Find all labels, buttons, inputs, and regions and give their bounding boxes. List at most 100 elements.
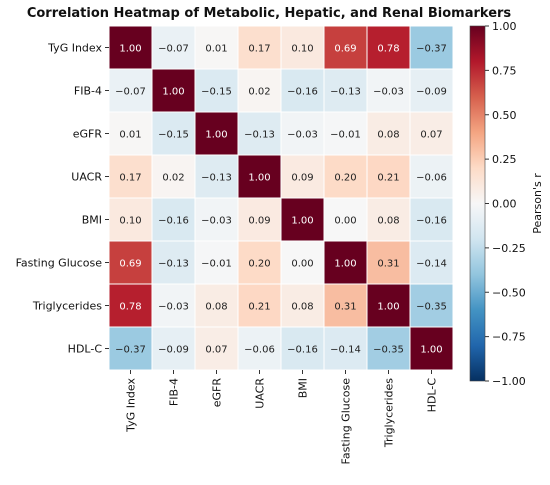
colorbar-tick-label: 0.75 <box>492 64 517 77</box>
y-tick-label: eGFR <box>73 128 103 141</box>
heatmap-cell <box>151 68 196 113</box>
heatmap-cell <box>194 111 239 156</box>
cell-value-label: −0.16 <box>158 216 189 227</box>
colorbar-tick-label: 0.25 <box>492 153 517 166</box>
y-tick-label: BMI <box>82 214 102 227</box>
cell-value-label: −0.13 <box>158 259 189 270</box>
heatmap-cell <box>237 154 282 199</box>
cell-value-label: 1.00 <box>420 345 442 356</box>
heatmap-cell <box>280 283 325 328</box>
heatmap-cell <box>409 68 454 113</box>
heatmap-cell <box>237 68 282 113</box>
cell-value-label: −0.15 <box>158 130 189 141</box>
cell-value-label: −0.16 <box>287 345 318 356</box>
heatmap-cell <box>194 154 239 199</box>
heatmap-cell <box>409 111 454 156</box>
heatmap-cell <box>280 240 325 285</box>
y-tick-label: Triglycerides <box>32 300 102 313</box>
cell-value-label: −0.01 <box>201 259 232 270</box>
cell-value-label: 1.00 <box>248 173 270 184</box>
cell-value-label: 0.69 <box>334 44 356 55</box>
cell-value-label: −0.16 <box>416 216 447 227</box>
cell-value-label: −0.14 <box>416 259 447 270</box>
heatmap-cell <box>151 25 196 70</box>
cell-value-label: 0.21 <box>248 302 270 313</box>
cell-value-label: −0.03 <box>287 130 318 141</box>
heatmap-cell <box>280 197 325 242</box>
colorbar-gradient <box>469 25 486 382</box>
cell-value-label: 0.20 <box>334 173 356 184</box>
cell-value-label: −0.37 <box>416 44 447 55</box>
chart-title: Correlation Heatmap of Metabolic, Hepati… <box>27 6 512 21</box>
heatmap-cell <box>323 283 368 328</box>
heatmap-cell <box>366 197 411 242</box>
heatmap-cell <box>366 154 411 199</box>
cell-value-label: −0.06 <box>244 345 275 356</box>
cell-value-label: −0.01 <box>330 130 361 141</box>
cell-value-label: 0.69 <box>119 259 141 270</box>
y-tick-label: Fasting Glucose <box>16 257 103 270</box>
colorbar-tick-label: −0.75 <box>492 331 526 344</box>
cell-value-label: −0.37 <box>115 345 146 356</box>
cell-value-label: 1.00 <box>377 302 399 313</box>
colorbar-tick-label: 0.50 <box>492 109 517 122</box>
cell-value-label: 0.08 <box>377 216 399 227</box>
heatmap-cell <box>409 25 454 70</box>
cell-value-label: −0.14 <box>330 345 361 356</box>
heatmap-cell <box>194 326 239 371</box>
colorbar-label: Pearson's r <box>531 173 544 234</box>
heatmap-cell <box>409 283 454 328</box>
heatmap-cell <box>280 111 325 156</box>
heatmap-cells: 1.00 −0.07 0.01 0.17 0.10 0.69 0.78 −0.37 −0.07 1… <box>108 25 454 371</box>
cell-value-label: 1.00 <box>291 216 313 227</box>
cell-value-label: −0.03 <box>373 87 404 98</box>
y-tick-label: TyG Index <box>47 42 102 55</box>
heatmap-cell <box>194 283 239 328</box>
cell-value-label: 1.00 <box>162 87 184 98</box>
cell-value-label: 0.78 <box>119 302 141 313</box>
x-tick-label: HDL-C <box>426 378 439 413</box>
heatmap-cell <box>323 240 368 285</box>
x-tick-label: BMI <box>297 378 310 398</box>
y-tick-label: HDL-C <box>68 343 103 356</box>
heatmap-cell <box>323 68 368 113</box>
heatmap-cell <box>194 240 239 285</box>
x-tick-label: eGFR <box>211 378 224 408</box>
cell-value-label: −0.09 <box>158 345 189 356</box>
cell-value-label: 0.78 <box>377 44 399 55</box>
x-tick-label: Fasting Glucose <box>340 378 353 465</box>
colorbar-tick-label: −1.00 <box>492 375 526 388</box>
cell-value-label: 0.07 <box>205 345 227 356</box>
cell-value-label: 0.07 <box>420 130 442 141</box>
y-tick-label: FIB-4 <box>74 85 102 98</box>
colorbar-tick-label: −0.50 <box>492 286 526 299</box>
x-tick-label: TyG Index <box>125 378 138 433</box>
heatmap-cell <box>108 25 153 70</box>
cell-value-label: 0.08 <box>205 302 227 313</box>
heatmap-cell <box>323 25 368 70</box>
cell-value-label: −0.13 <box>201 173 232 184</box>
cell-value-label: 1.00 <box>205 130 227 141</box>
heatmap-cell <box>409 197 454 242</box>
cell-value-label: 0.17 <box>119 173 141 184</box>
heatmap-cell <box>366 240 411 285</box>
cell-value-label: −0.35 <box>416 302 447 313</box>
heatmap-cell <box>237 197 282 242</box>
heatmap-cell <box>409 326 454 371</box>
cell-value-label: 0.17 <box>248 44 270 55</box>
cell-value-label: 0.20 <box>248 259 270 270</box>
cell-value-label: −0.07 <box>158 44 189 55</box>
colorbar-tick-label: 1.00 <box>492 20 517 33</box>
cell-value-label: 1.00 <box>119 44 141 55</box>
cell-value-label: 1.00 <box>334 259 356 270</box>
cell-value-label: 0.31 <box>377 259 399 270</box>
cell-value-label: −0.06 <box>416 173 447 184</box>
cell-value-label: −0.07 <box>115 87 146 98</box>
cell-value-label: 0.31 <box>334 302 356 313</box>
heatmap-cell <box>280 154 325 199</box>
x-tick-label: UACR <box>254 378 267 409</box>
cell-value-label: 0.08 <box>377 130 399 141</box>
cell-value-label: −0.03 <box>158 302 189 313</box>
